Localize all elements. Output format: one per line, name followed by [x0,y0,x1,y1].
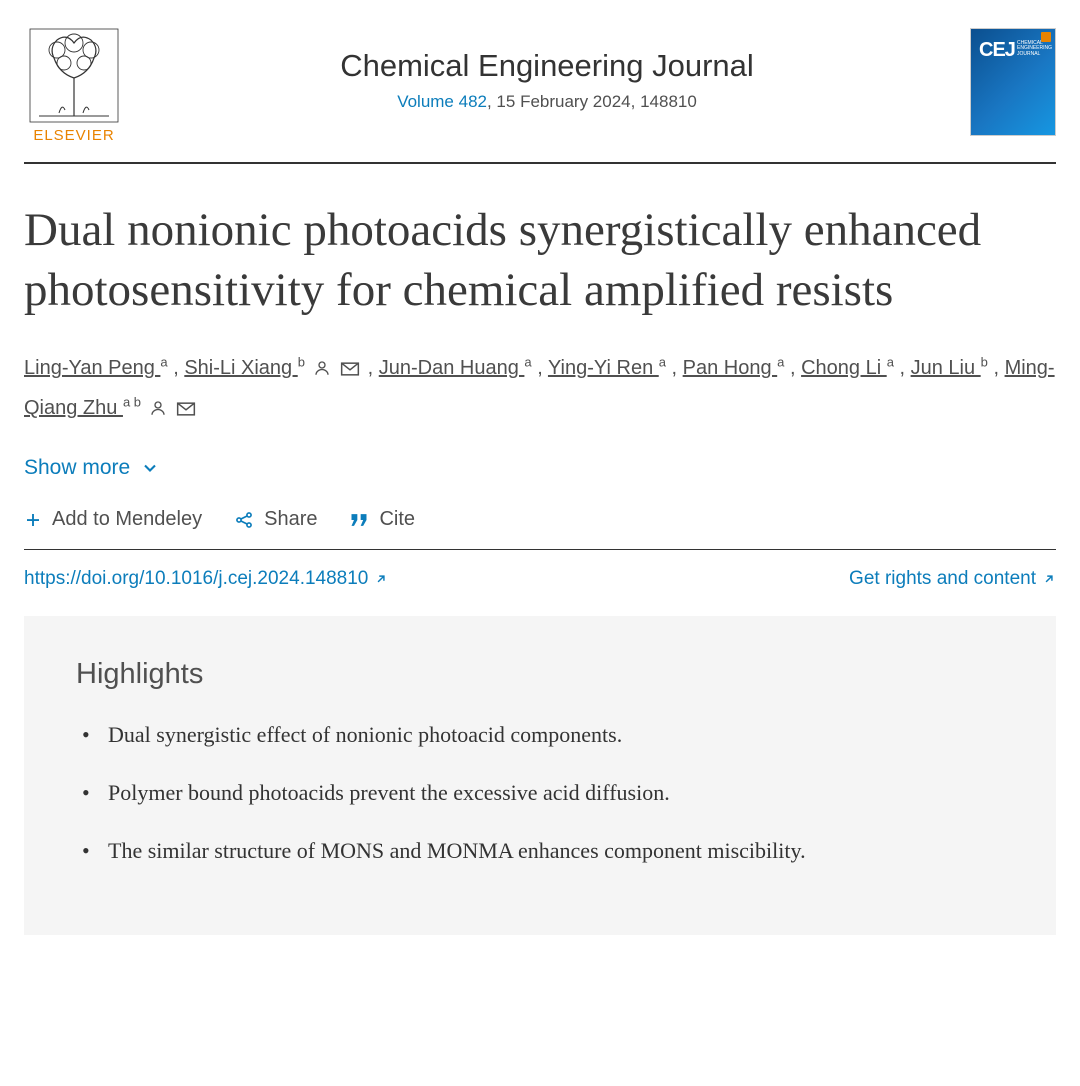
elsevier-tree-icon [29,28,119,123]
chevron-down-icon [140,458,160,478]
author-affiliation: b [298,355,305,370]
quote-icon [349,511,369,529]
author-link[interactable]: Shi-Li Xiang [184,357,297,379]
highlight-item: Polymer bound photoacids prevent the exc… [76,777,1004,809]
article-title: Dual nonionic photoacids synergistically… [24,200,1056,320]
rights-link[interactable]: Get rights and content [849,568,1056,590]
rights-label: Get rights and content [849,568,1036,590]
share-label: Share [264,508,317,531]
journal-issue: Volume 482, 15 February 2024, 148810 [124,92,970,112]
show-more-label: Show more [24,456,130,480]
author-affiliation: b [981,355,988,370]
add-mendeley-button[interactable]: Add to Mendeley [24,508,202,531]
author-link[interactable]: Pan Hong [683,357,778,379]
author-affiliation: a [659,355,666,370]
person-icon [313,359,331,377]
add-mendeley-label: Add to Mendeley [52,508,202,531]
show-more-button[interactable]: Show more [24,456,160,480]
author-link[interactable]: Ling-Yan Peng [24,357,160,379]
highlights-heading: Highlights [76,658,1004,691]
article-page: ELSEVIER Chemical Engineering Journal Vo… [0,0,1080,963]
doi-url: https://doi.org/10.1016/j.cej.2024.14881… [24,568,368,590]
person-icon [149,399,167,417]
journal-info: Chemical Engineering Journal Volume 482,… [124,28,970,112]
mail-icon[interactable] [340,361,360,377]
plus-icon [24,511,42,529]
mail-icon[interactable] [176,401,196,417]
author-list: Ling-Yan Peng a , Shi-Li Xiang b , Jun-D… [24,348,1056,428]
share-icon [234,510,254,530]
highlight-item: Dual synergistic effect of nonionic phot… [76,719,1004,751]
author-link[interactable]: Chong Li [801,357,887,379]
doi-row: https://doi.org/10.1016/j.cej.2024.14881… [24,550,1056,616]
author-link[interactable]: Jun-Dan Huang [379,357,525,379]
publisher-logo[interactable]: ELSEVIER [24,28,124,144]
author-affiliation: a b [123,395,141,410]
external-link-icon [1042,572,1056,586]
cite-button[interactable]: Cite [349,508,415,531]
highlights-section: Highlights Dual synergistic effect of no… [24,616,1056,935]
author-affiliation: a [887,355,894,370]
author-link[interactable]: Ying-Yi Ren [548,357,659,379]
author-affiliation: a [777,355,784,370]
article-actions: Add to Mendeley Share Cite [24,508,1056,550]
journal-header: ELSEVIER Chemical Engineering Journal Vo… [24,28,1056,164]
doi-link[interactable]: https://doi.org/10.1016/j.cej.2024.14881… [24,568,388,590]
author-link[interactable]: Jun Liu [911,357,981,379]
highlights-list: Dual synergistic effect of nonionic phot… [76,719,1004,867]
volume-link[interactable]: Volume 482 [397,92,487,111]
highlight-item: The similar structure of MONS and MONMA … [76,835,1004,867]
cover-subtitle: CHEMICAL ENGINEERING JOURNAL [1017,41,1052,57]
share-button[interactable]: Share [234,508,317,531]
cite-label: Cite [379,508,415,531]
cover-badge: CEJ [979,39,1015,62]
journal-title[interactable]: Chemical Engineering Journal [124,48,970,84]
issue-text: , 15 February 2024, 148810 [487,92,697,111]
author-affiliation: a [160,355,167,370]
external-link-icon [374,572,388,586]
journal-cover[interactable]: CEJ CHEMICAL ENGINEERING JOURNAL [970,28,1056,136]
author-affiliation: a [524,355,531,370]
publisher-name: ELSEVIER [33,127,114,144]
